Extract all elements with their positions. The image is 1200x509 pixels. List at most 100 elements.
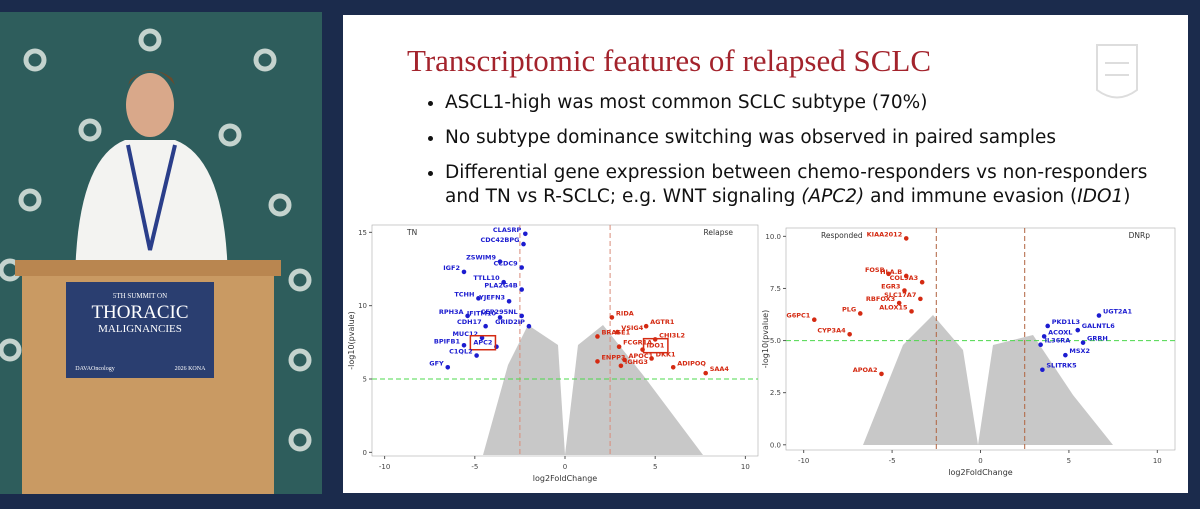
background-points <box>863 315 1113 445</box>
x-tick-label: 5 <box>1067 457 1071 465</box>
podium-text: THORACIC <box>91 302 188 323</box>
bullet-text: IDO1 <box>1077 186 1124 207</box>
gene-point <box>465 313 470 319</box>
gene-label: SLC17A7 <box>884 291 916 299</box>
gene-point <box>519 265 525 270</box>
gene-point <box>523 231 528 237</box>
gene-label: FOSB <box>865 266 885 274</box>
bullet-text: (APC2) <box>801 186 865 207</box>
gene-point <box>474 353 479 358</box>
gene-label: CEP295NL <box>481 308 518 316</box>
gene-label: FCGR1A <box>623 339 652 347</box>
podium-text: MALIGNANCIES <box>98 323 182 335</box>
podium-text: 2026 KONA <box>175 366 206 372</box>
gene-point <box>919 279 925 285</box>
y-tick-label: 0.0 <box>770 441 781 449</box>
bullet-text: and immune evasion ( <box>864 186 1078 207</box>
gene-point <box>501 279 506 285</box>
gene-label: GRID2IP <box>495 318 525 326</box>
gene-label: G6PC1 <box>786 312 810 320</box>
speaker-head <box>126 73 174 137</box>
bullet-text: Differential gene expression between che… <box>445 162 1148 207</box>
bullet: No subtype dominance switching was obser… <box>445 126 1165 150</box>
y-axis-label: -log10(pvalue) <box>761 310 770 368</box>
x-tick-label: 0 <box>978 457 982 465</box>
gene-label: IGHG3 <box>625 358 648 366</box>
gene-label: TTLL10 <box>473 274 500 282</box>
gene-label: APC2 <box>473 339 492 347</box>
gene-point <box>506 298 512 304</box>
gene-point <box>886 271 891 277</box>
y-tick-label: 5 <box>363 376 367 384</box>
gene-point <box>896 300 902 306</box>
podium-text: 5TH SUMMIT ON <box>113 292 167 300</box>
gene-point <box>879 371 884 377</box>
gene-label: YJEFN3 <box>478 293 505 301</box>
gene-label: IGF2 <box>443 264 460 272</box>
podium-sign <box>66 282 214 378</box>
gene-label: IDO1 <box>647 342 665 350</box>
plots: -10 -5 0 5 10 0 5 10 15 log2FoldChange -log10(pval… <box>347 44 1176 483</box>
gene-point <box>847 332 852 337</box>
gene-point <box>595 359 600 364</box>
gene-label: MUC12 <box>452 330 478 338</box>
x-axis-label: log2FoldChange <box>948 468 1013 477</box>
gene-point <box>670 364 676 370</box>
gene-label: PLA2G4B <box>484 282 517 290</box>
gene-point <box>615 329 620 335</box>
plot-annotation: Responded <box>821 231 863 240</box>
gene-point <box>1096 313 1102 318</box>
gene-point <box>519 313 525 319</box>
gene-label: CDC42BPG <box>480 236 519 244</box>
gene-point <box>902 288 907 293</box>
gene-label: RBFOX3 <box>866 295 895 303</box>
x-tick-label: -10 <box>798 457 809 465</box>
x-tick-label: 10 <box>1153 457 1162 465</box>
gene-point <box>618 363 624 369</box>
gene-label: MSX2 <box>1069 347 1090 355</box>
gene-label: IFITM10 <box>467 309 497 317</box>
gene-point <box>519 287 525 292</box>
bullet-text: ASCL1-high was most common SCLC subtype … <box>445 92 928 113</box>
gene-label: ADIPOQ <box>677 359 706 367</box>
gene-point <box>609 315 615 320</box>
gene-point <box>595 334 600 339</box>
x-tick-label: -5 <box>471 463 478 471</box>
gene-label: KIAA2012 <box>867 230 903 238</box>
highlight-box <box>469 334 497 351</box>
speaker-hair <box>128 70 175 85</box>
gene-label: SLITRK5 <box>1046 362 1077 370</box>
x-tick-label: 10 <box>741 463 750 471</box>
y-tick-label: 5.0 <box>770 337 781 345</box>
gene-point <box>483 323 488 329</box>
gene-point <box>497 315 503 320</box>
gene-point <box>909 309 914 314</box>
x-tick-label: 0 <box>563 463 567 471</box>
plot-annotation: TN <box>406 228 417 237</box>
gene-point <box>616 344 622 350</box>
gene-point <box>1040 367 1045 373</box>
podium-text: DAVAOncology <box>75 366 114 372</box>
y-tick-label: 0 <box>363 449 367 457</box>
lanyard <box>126 144 177 251</box>
gene-point <box>622 357 627 363</box>
gene-point <box>461 269 467 275</box>
y-tick-label: 7.5 <box>770 285 781 293</box>
bullet-list: ASCL1-high was most common SCLC subtype … <box>405 91 1165 220</box>
bullet-text: No subtype dominance switching was obser… <box>445 127 1057 148</box>
plot-annotation: DNRp <box>1129 231 1151 240</box>
gene-label: AGTR1 <box>650 318 675 326</box>
gene-label: DKK1 <box>656 350 676 358</box>
plot-frame <box>371 224 759 457</box>
gene-point <box>445 364 451 370</box>
logo <box>1096 44 1138 99</box>
gene-label: PKD1L3 <box>1052 318 1080 326</box>
y-axis-label: -log10(pvalue) <box>347 311 356 369</box>
gene-point <box>703 370 708 376</box>
slide-title: Transcriptomic features of relapsed SCLC <box>407 43 932 78</box>
gene-label: HLA.B <box>880 268 902 276</box>
gene-point <box>811 317 817 323</box>
gene-point <box>479 335 485 341</box>
